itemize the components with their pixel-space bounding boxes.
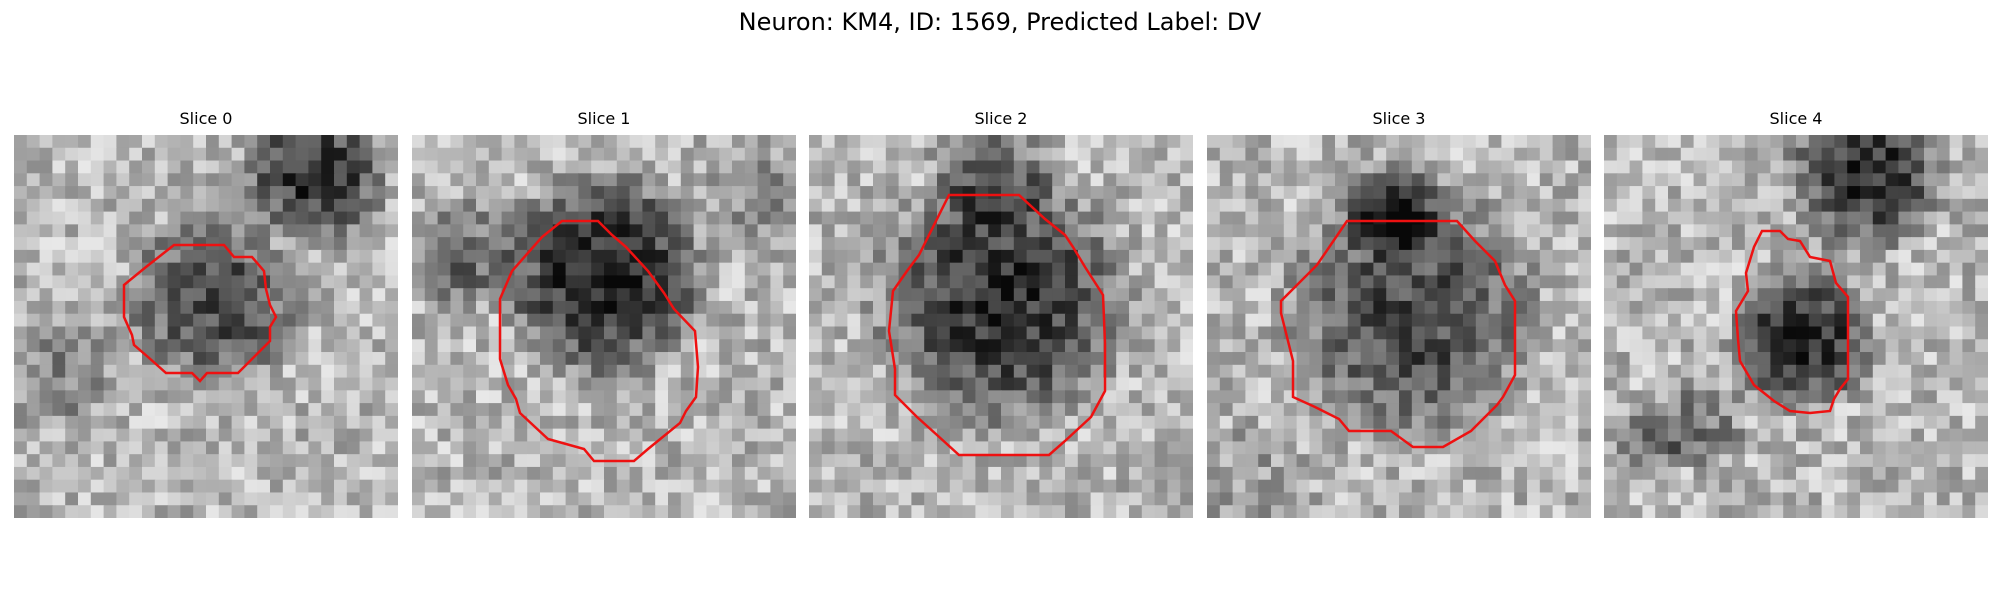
slice-title: Slice 4 [1769, 109, 1823, 128]
slice-panel: Slice 1 [412, 108, 796, 518]
slice-image [1604, 135, 1988, 518]
figure-title: Neuron: KM4, ID: 1569, Predicted Label: … [738, 8, 1262, 36]
slice-panel: Slice 0 [14, 108, 398, 518]
slice-panel: Slice 2 [809, 108, 1193, 518]
slice-panel: Slice 3 [1207, 108, 1591, 518]
slice-title: Slice 1 [577, 109, 631, 128]
slice-image [14, 135, 398, 518]
slice-image [809, 135, 1193, 518]
slice-image [412, 135, 796, 518]
slice-title: Slice 0 [179, 109, 233, 128]
slice-panel: Slice 4 [1604, 108, 1988, 518]
slice-title: Slice 2 [974, 109, 1028, 128]
slice-title: Slice 3 [1372, 109, 1426, 128]
slice-image [1207, 135, 1591, 518]
